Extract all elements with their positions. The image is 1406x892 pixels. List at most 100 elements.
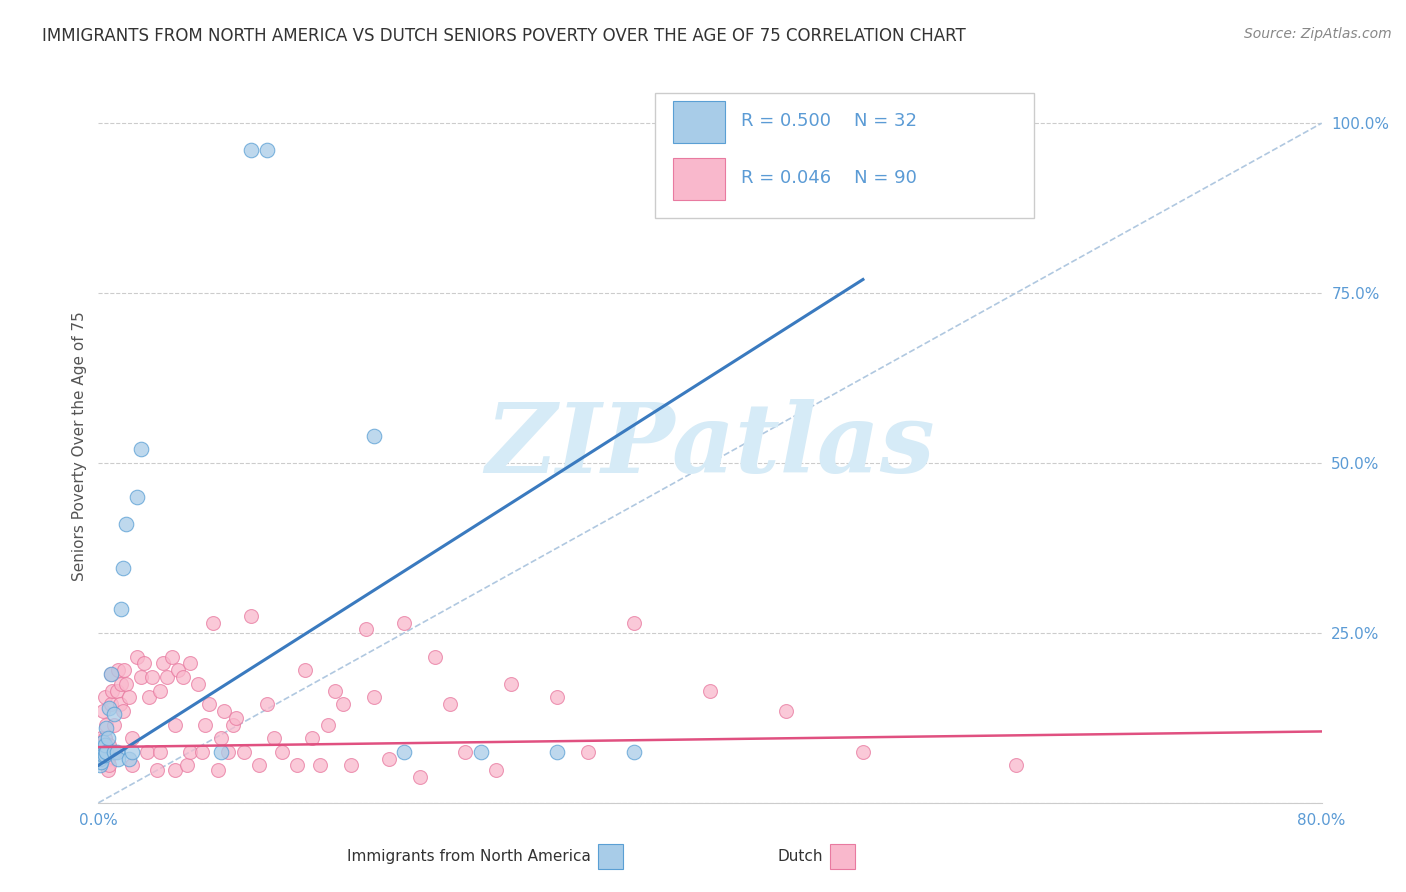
Point [301, 731, 323, 746]
Point [167, 663, 190, 677]
Point [100, 666, 122, 681]
Point [129, 442, 152, 457]
Point [91, 748, 114, 763]
Point [1004, 758, 1026, 772]
FancyBboxPatch shape [655, 93, 1035, 218]
Point [129, 670, 152, 684]
FancyBboxPatch shape [673, 159, 724, 200]
Text: Dutch: Dutch [778, 849, 823, 863]
Point [110, 602, 132, 616]
Point [90, 741, 112, 756]
Y-axis label: Seniors Poverty Over the Age of 75: Seniors Poverty Over the Age of 75 [72, 311, 87, 581]
Point [125, 649, 148, 664]
Point [176, 758, 198, 772]
Point [98, 738, 121, 752]
Point [93, 690, 115, 705]
Point [332, 698, 354, 712]
Point [94, 717, 117, 731]
Point [160, 649, 183, 664]
Point [91, 704, 114, 718]
Point [97, 763, 120, 777]
Point [149, 683, 172, 698]
Point [852, 745, 875, 759]
Point [546, 745, 568, 759]
Point [121, 731, 143, 746]
Point [103, 707, 125, 722]
Point [107, 663, 129, 677]
Point [89, 751, 111, 765]
Point [115, 517, 138, 532]
Point [94, 745, 117, 759]
Point [138, 690, 160, 705]
Text: R = 0.500    N = 32: R = 0.500 N = 32 [741, 112, 917, 130]
Point [179, 657, 201, 671]
Point [104, 745, 127, 759]
Point [392, 745, 416, 759]
Point [163, 763, 186, 777]
Point [163, 717, 186, 731]
Text: IMMIGRANTS FROM NORTH AMERICA VS DUTCH SENIORS POVERTY OVER THE AGE OF 75 CORREL: IMMIGRANTS FROM NORTH AMERICA VS DUTCH S… [42, 27, 966, 45]
Point [89, 758, 111, 772]
Point [240, 608, 263, 623]
Point [256, 698, 278, 712]
Point [90, 731, 112, 746]
Point [501, 677, 523, 691]
Point [141, 670, 163, 684]
Point [90, 755, 112, 769]
Point [179, 745, 201, 759]
Point [94, 721, 117, 735]
Point [209, 745, 232, 759]
Point [90, 751, 112, 765]
Point [247, 758, 270, 772]
Point [136, 745, 159, 759]
Point [125, 490, 148, 504]
Point [98, 700, 121, 714]
Text: Source: ZipAtlas.com: Source: ZipAtlas.com [1244, 27, 1392, 41]
Point [103, 745, 125, 759]
Point [98, 758, 121, 772]
Point [240, 144, 263, 158]
Point [354, 623, 377, 637]
Point [263, 731, 285, 746]
Point [439, 698, 461, 712]
Point [152, 657, 174, 671]
Point [576, 745, 599, 759]
Point [93, 738, 115, 752]
Point [91, 745, 114, 759]
Point [91, 734, 114, 748]
Point [225, 711, 247, 725]
Point [699, 683, 721, 698]
Point [294, 663, 316, 677]
Point [105, 745, 128, 759]
Point [546, 690, 568, 705]
Point [187, 677, 209, 691]
Point [212, 704, 235, 718]
Point [103, 717, 125, 731]
Point [118, 751, 141, 765]
Point [121, 758, 143, 772]
Point [623, 615, 645, 630]
Point [222, 717, 245, 731]
Point [118, 690, 141, 705]
Point [97, 751, 120, 765]
Point [100, 698, 122, 712]
Point [217, 745, 239, 759]
Point [100, 666, 122, 681]
Point [111, 561, 134, 575]
Point [363, 690, 385, 705]
Point [191, 745, 214, 759]
Point [316, 717, 339, 731]
Point [325, 683, 347, 698]
Point [112, 663, 135, 677]
Point [110, 677, 132, 691]
Point [256, 144, 278, 158]
Point [623, 745, 645, 759]
Point [103, 745, 125, 759]
Point [156, 670, 179, 684]
FancyBboxPatch shape [673, 102, 724, 143]
Point [194, 717, 217, 731]
Point [775, 704, 797, 718]
Point [408, 770, 430, 784]
Point [105, 683, 128, 698]
Point [121, 745, 143, 759]
